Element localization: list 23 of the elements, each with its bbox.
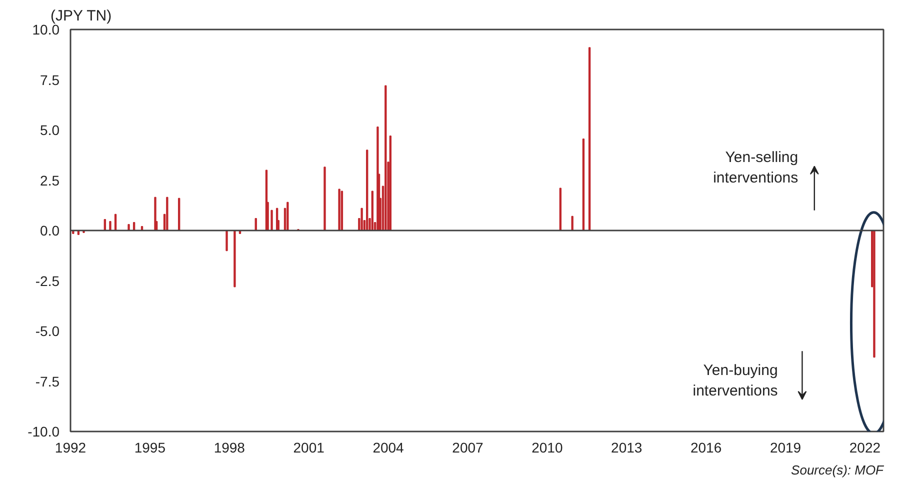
y-tick-label: -10.0 <box>28 424 60 440</box>
x-tick-label: 1995 <box>134 440 166 456</box>
y-tick-label: 2.5 <box>40 172 60 188</box>
x-tick-label: 2007 <box>452 440 484 456</box>
x-tick-label: 1992 <box>54 440 86 456</box>
x-tick-label: 2016 <box>690 440 722 456</box>
x-tick-label: 2022 <box>849 440 881 456</box>
y-tick-label: 7.5 <box>40 72 60 88</box>
x-tick-label: 2013 <box>611 440 642 456</box>
y-tick-label: 5.0 <box>40 122 60 138</box>
x-tick-label: 2010 <box>532 440 563 456</box>
x-tick-label: 2004 <box>372 440 404 456</box>
x-tick-label: 2019 <box>770 440 802 456</box>
y-axis-title: (JPY TN) <box>50 8 112 24</box>
source-note: Source(s): MOF <box>791 462 885 478</box>
y-tick-label: -5.0 <box>35 323 60 339</box>
y-tick-label: 0.0 <box>40 222 60 238</box>
annotation: Yen-buying interventions <box>692 362 778 400</box>
y-tick-label: -7.5 <box>35 373 60 390</box>
x-tick-label: 2001 <box>293 440 325 456</box>
y-tick-label: -2.5 <box>35 272 60 289</box>
annotation: Yen-selling interventions <box>713 148 798 186</box>
x-tick-label: 1998 <box>214 440 246 456</box>
